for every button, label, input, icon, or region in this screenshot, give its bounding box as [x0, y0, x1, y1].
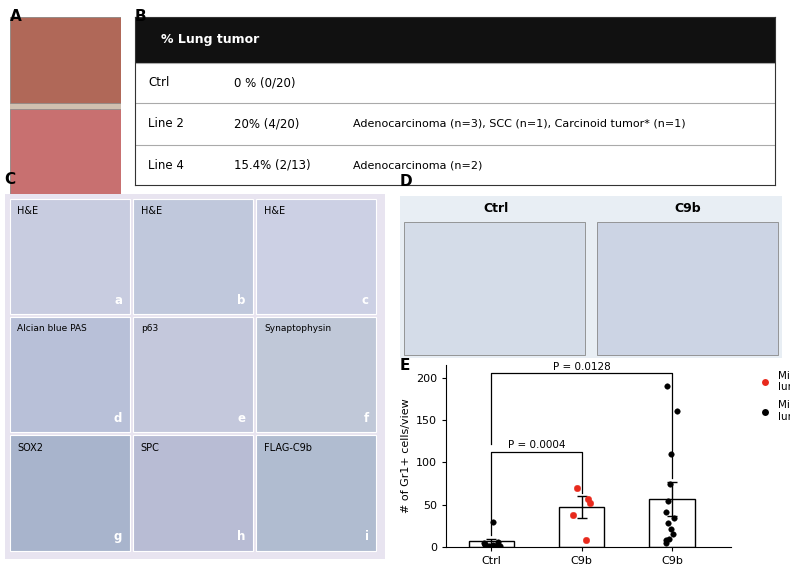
Point	[483, 542, 495, 551]
Point	[664, 479, 676, 488]
Text: H&E: H&E	[264, 206, 285, 216]
Text: Ctrl: Ctrl	[148, 76, 169, 89]
Text: P = 0.0004: P = 0.0004	[508, 441, 566, 450]
Y-axis label: # of Gr1+ cells/view: # of Gr1+ cells/view	[401, 398, 411, 514]
Bar	[10, 109, 121, 195]
Text: Line 4: Line 4	[148, 158, 184, 172]
Bar	[10, 17, 121, 103]
Text: Synaptophysin: Synaptophysin	[264, 324, 331, 333]
Point	[479, 539, 491, 548]
Text: d: d	[114, 412, 122, 425]
Text: H&E: H&E	[17, 206, 39, 216]
Bar	[559, 507, 604, 547]
Text: H&E: H&E	[141, 206, 162, 216]
Point	[660, 539, 672, 548]
Bar	[257, 198, 377, 314]
Point	[566, 510, 579, 519]
Bar	[133, 317, 253, 432]
Text: C: C	[5, 172, 16, 187]
Point	[493, 542, 506, 551]
Text: p63: p63	[141, 324, 158, 333]
Point	[584, 499, 596, 508]
Bar	[404, 222, 585, 355]
Point	[570, 483, 583, 492]
Bar	[257, 317, 377, 432]
Bar	[469, 542, 514, 547]
Point	[581, 494, 594, 503]
Point	[662, 534, 675, 543]
Point	[492, 538, 505, 547]
Text: Line 2: Line 2	[148, 117, 184, 131]
Point	[477, 539, 490, 548]
Text: c: c	[362, 294, 369, 307]
Point	[666, 530, 679, 539]
Text: B: B	[135, 9, 147, 23]
Point	[487, 517, 499, 526]
Bar	[649, 499, 694, 547]
Text: g: g	[114, 531, 122, 543]
Text: Alcian blue PAS: Alcian blue PAS	[17, 324, 87, 333]
Text: a: a	[115, 294, 122, 307]
Bar	[133, 435, 253, 551]
Text: SPC: SPC	[141, 443, 160, 453]
Point	[668, 513, 680, 522]
Point	[489, 541, 502, 550]
Text: e: e	[238, 412, 246, 425]
Text: i: i	[365, 531, 369, 543]
Text: D: D	[400, 174, 412, 189]
Bar	[9, 198, 130, 314]
Bar	[257, 435, 377, 551]
Text: E: E	[400, 358, 410, 373]
Text: Adenocarcinoma (n=2): Adenocarcinoma (n=2)	[352, 160, 482, 170]
Point	[479, 540, 491, 549]
Text: h: h	[237, 531, 246, 543]
Text: 20% (4/20): 20% (4/20)	[235, 117, 299, 131]
Text: 0 % (0/20): 0 % (0/20)	[235, 76, 295, 89]
Point	[671, 407, 683, 416]
Text: % Lung tumor: % Lung tumor	[160, 33, 259, 46]
Text: 15.4% (2/13): 15.4% (2/13)	[235, 158, 311, 172]
Text: FLAG-C9b: FLAG-C9b	[264, 443, 312, 453]
Bar	[9, 435, 130, 551]
Point	[665, 449, 678, 458]
Text: Ctrl: Ctrl	[483, 202, 509, 215]
Point	[659, 507, 672, 516]
Bar	[596, 222, 778, 355]
Point	[487, 540, 499, 549]
Bar	[9, 317, 130, 432]
Legend: Mice with
lung tumor, Mice without
lung tumor: Mice with lung tumor, Mice without lung …	[750, 367, 790, 426]
Text: SOX2: SOX2	[17, 443, 43, 453]
Bar	[135, 17, 775, 63]
Point	[579, 536, 592, 545]
Point	[664, 524, 677, 533]
Text: b: b	[237, 294, 246, 307]
Point	[660, 536, 672, 545]
Text: C9b: C9b	[674, 202, 701, 215]
Text: f: f	[363, 412, 369, 425]
Text: Adenocarcinoma (n=3), SCC (n=1), Carcinoid tumor* (n=1): Adenocarcinoma (n=3), SCC (n=1), Carcino…	[352, 119, 685, 129]
Point	[662, 496, 675, 505]
Text: A: A	[10, 9, 22, 23]
Point	[662, 519, 675, 528]
Text: P = 0.0128: P = 0.0128	[553, 361, 611, 372]
Point	[660, 381, 673, 390]
Bar	[133, 198, 253, 314]
